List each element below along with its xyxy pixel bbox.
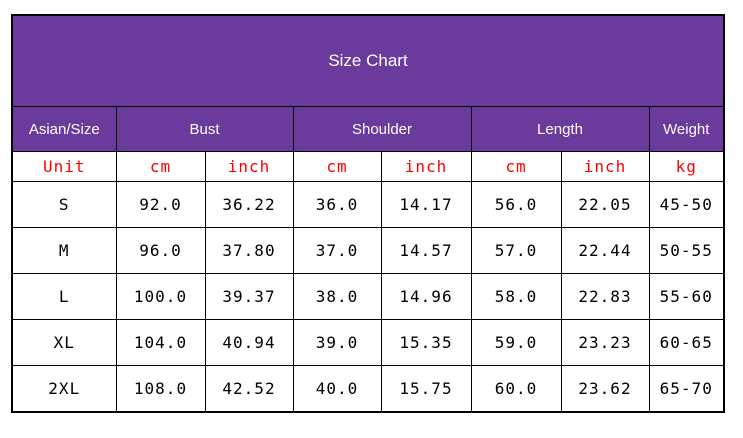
page-title: Size Chart	[11, 14, 725, 107]
unit-shoulder-cm: cm	[292, 151, 382, 182]
shoulder-inch-value: 15.35	[380, 319, 472, 366]
weight-range: 60-65	[648, 319, 725, 366]
size-label: XL	[11, 319, 117, 366]
length-inch-value: 23.23	[560, 319, 650, 366]
unit-shoulder-inch: inch	[380, 151, 472, 182]
unit-label: Unit	[11, 151, 117, 182]
bust-cm-value: 96.0	[115, 227, 206, 274]
length-inch-value: 22.05	[560, 181, 650, 228]
banner-row: Size Chart	[11, 14, 725, 107]
shoulder-cm-value: 36.0	[292, 181, 382, 228]
table-row-l: L 100.0 39.37 38.0 14.96 58.0 22.83 55-6…	[11, 273, 725, 320]
size-label: S	[11, 181, 117, 228]
shoulder-inch-value: 15.75	[380, 365, 472, 413]
header-weight: Weight	[648, 106, 725, 152]
unit-weight-kg: kg	[648, 151, 725, 182]
header-row: Asian/Size Bust Shoulder Length Weight	[11, 106, 725, 152]
shoulder-inch-value: 14.57	[380, 227, 472, 274]
size-label: L	[11, 273, 117, 320]
shoulder-inch-value: 14.96	[380, 273, 472, 320]
weight-range: 65-70	[648, 365, 725, 413]
bust-cm-value: 100.0	[115, 273, 206, 320]
unit-row: Unit cm inch cm inch cm inch kg	[11, 151, 725, 182]
bust-inch-value: 42.52	[204, 365, 294, 413]
table-row-xl: XL 104.0 40.94 39.0 15.35 59.0 23.23 60-…	[11, 319, 725, 366]
unit-length-inch: inch	[560, 151, 650, 182]
length-inch-value: 22.83	[560, 273, 650, 320]
unit-bust-cm: cm	[115, 151, 206, 182]
bust-cm-value: 104.0	[115, 319, 206, 366]
unit-length-cm: cm	[470, 151, 562, 182]
bust-inch-value: 37.80	[204, 227, 294, 274]
bust-inch-value: 40.94	[204, 319, 294, 366]
weight-range: 55-60	[648, 273, 725, 320]
weight-range: 45-50	[648, 181, 725, 228]
shoulder-cm-value: 37.0	[292, 227, 382, 274]
length-cm-value: 58.0	[470, 273, 562, 320]
shoulder-cm-value: 39.0	[292, 319, 382, 366]
bust-inch-value: 39.37	[204, 273, 294, 320]
table-row-s: S 92.0 36.22 36.0 14.17 56.0 22.05 45-50	[11, 181, 725, 228]
length-cm-value: 60.0	[470, 365, 562, 413]
size-label: 2XL	[11, 365, 117, 413]
unit-bust-inch: inch	[204, 151, 294, 182]
size-label: M	[11, 227, 117, 274]
length-inch-value: 22.44	[560, 227, 650, 274]
shoulder-inch-value: 14.17	[380, 181, 472, 228]
header-length: Length	[470, 106, 650, 152]
length-inch-value: 23.62	[560, 365, 650, 413]
shoulder-cm-value: 40.0	[292, 365, 382, 413]
header-asian-size: Asian/Size	[11, 106, 117, 152]
size-chart-table: Size Chart Asian/Size Bust Shoulder Leng…	[11, 14, 725, 413]
length-cm-value: 56.0	[470, 181, 562, 228]
table-row-2xl: 2XL 108.0 42.52 40.0 15.75 60.0 23.62 65…	[11, 365, 725, 413]
shoulder-cm-value: 38.0	[292, 273, 382, 320]
bust-inch-value: 36.22	[204, 181, 294, 228]
header-bust: Bust	[115, 106, 294, 152]
length-cm-value: 59.0	[470, 319, 562, 366]
header-shoulder: Shoulder	[292, 106, 472, 152]
bust-cm-value: 92.0	[115, 181, 206, 228]
length-cm-value: 57.0	[470, 227, 562, 274]
bust-cm-value: 108.0	[115, 365, 206, 413]
table-row-m: M 96.0 37.80 37.0 14.57 57.0 22.44 50-55	[11, 227, 725, 274]
weight-range: 50-55	[648, 227, 725, 274]
